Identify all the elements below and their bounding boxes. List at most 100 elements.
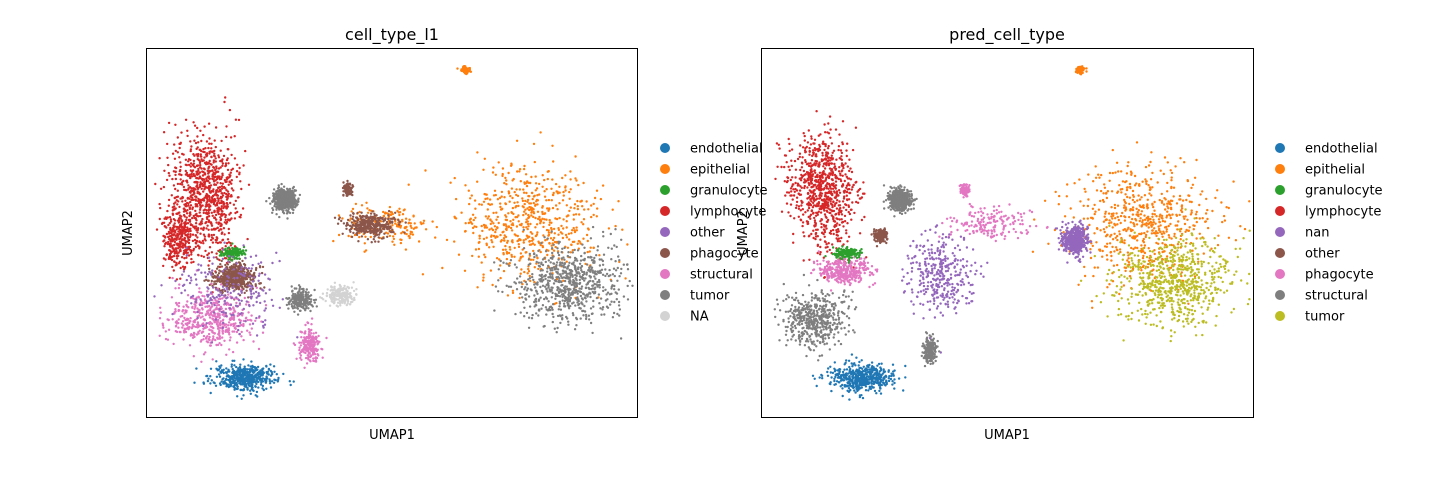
data-point — [573, 240, 576, 243]
data-point — [540, 278, 543, 282]
data-point — [209, 344, 212, 347]
data-point — [351, 207, 355, 211]
data-point — [552, 191, 555, 195]
data-point — [208, 246, 212, 249]
data-point — [571, 251, 574, 254]
data-point — [185, 179, 188, 183]
data-point — [181, 314, 184, 318]
data-point — [371, 210, 374, 213]
data-point — [194, 245, 197, 249]
data-point — [547, 233, 551, 236]
data-point — [589, 246, 592, 249]
data-point — [557, 253, 561, 257]
data-point — [404, 226, 407, 229]
data-point — [233, 326, 237, 330]
data-point — [226, 218, 230, 221]
data-point — [470, 194, 473, 197]
data-point — [604, 299, 608, 302]
data-point — [554, 204, 558, 207]
data-point — [227, 162, 230, 165]
data-point — [268, 196, 271, 200]
data-point — [532, 258, 535, 261]
data-point — [178, 146, 181, 150]
data-point — [182, 338, 185, 341]
data-point — [176, 182, 180, 186]
data-point — [570, 293, 573, 296]
data-point — [191, 198, 194, 201]
data-point — [172, 184, 176, 187]
data-point — [203, 168, 206, 171]
data-point — [558, 191, 561, 194]
data-point — [239, 180, 242, 183]
data-point — [210, 282, 213, 286]
data-point — [566, 300, 569, 303]
data-point — [185, 249, 188, 252]
data-point — [591, 284, 595, 287]
data-point — [212, 335, 215, 338]
data-point — [551, 238, 555, 242]
data-point — [181, 231, 184, 234]
data-point — [552, 243, 555, 246]
data-point — [490, 235, 493, 238]
data-point — [177, 243, 181, 247]
data-point — [226, 190, 230, 193]
data-point — [346, 222, 349, 225]
data-point — [159, 306, 162, 309]
data-point — [365, 201, 368, 204]
data-point — [535, 233, 539, 236]
data-point — [492, 194, 496, 197]
data-point — [204, 185, 207, 188]
data-point — [354, 220, 357, 223]
data-point — [217, 186, 220, 189]
data-point — [541, 284, 545, 287]
data-point — [538, 218, 542, 221]
data-point — [508, 200, 511, 203]
data-point — [230, 217, 233, 220]
data-point — [188, 218, 192, 222]
data-point — [515, 139, 519, 142]
data-point — [180, 239, 183, 242]
data-point — [497, 290, 500, 293]
data-point — [194, 195, 198, 198]
data-point — [516, 277, 519, 280]
data-point — [590, 312, 594, 316]
data-point — [232, 316, 236, 319]
data-point — [527, 316, 531, 319]
data-point — [588, 250, 591, 253]
data-point — [374, 217, 377, 221]
data-point — [564, 185, 567, 188]
data-point — [508, 261, 511, 265]
data-point — [239, 213, 243, 217]
data-point — [522, 228, 525, 232]
data-point — [513, 255, 516, 258]
data-point — [189, 227, 192, 230]
data-point — [271, 208, 275, 212]
data-point — [526, 220, 529, 223]
data-point — [231, 275, 234, 278]
data-point — [527, 270, 531, 273]
data-point — [226, 247, 229, 250]
data-point — [215, 177, 219, 181]
data-point — [585, 300, 588, 303]
data-point — [387, 217, 390, 220]
data-point — [579, 317, 582, 320]
data-point — [573, 328, 577, 331]
data-point — [225, 158, 229, 162]
data-point — [221, 164, 224, 167]
data-point — [202, 227, 205, 231]
data-point — [293, 189, 296, 193]
data-point — [232, 189, 235, 192]
data-point — [468, 66, 471, 70]
data-point — [527, 326, 531, 329]
data-point — [626, 268, 630, 271]
data-point — [540, 241, 543, 245]
data-point — [205, 192, 208, 196]
data-point — [567, 291, 571, 295]
data-point — [187, 241, 191, 245]
data-point — [477, 255, 480, 258]
data-point — [224, 96, 227, 99]
data-point — [220, 196, 224, 199]
data-point — [220, 259, 223, 263]
data-point — [224, 330, 227, 333]
data-point — [615, 245, 618, 249]
